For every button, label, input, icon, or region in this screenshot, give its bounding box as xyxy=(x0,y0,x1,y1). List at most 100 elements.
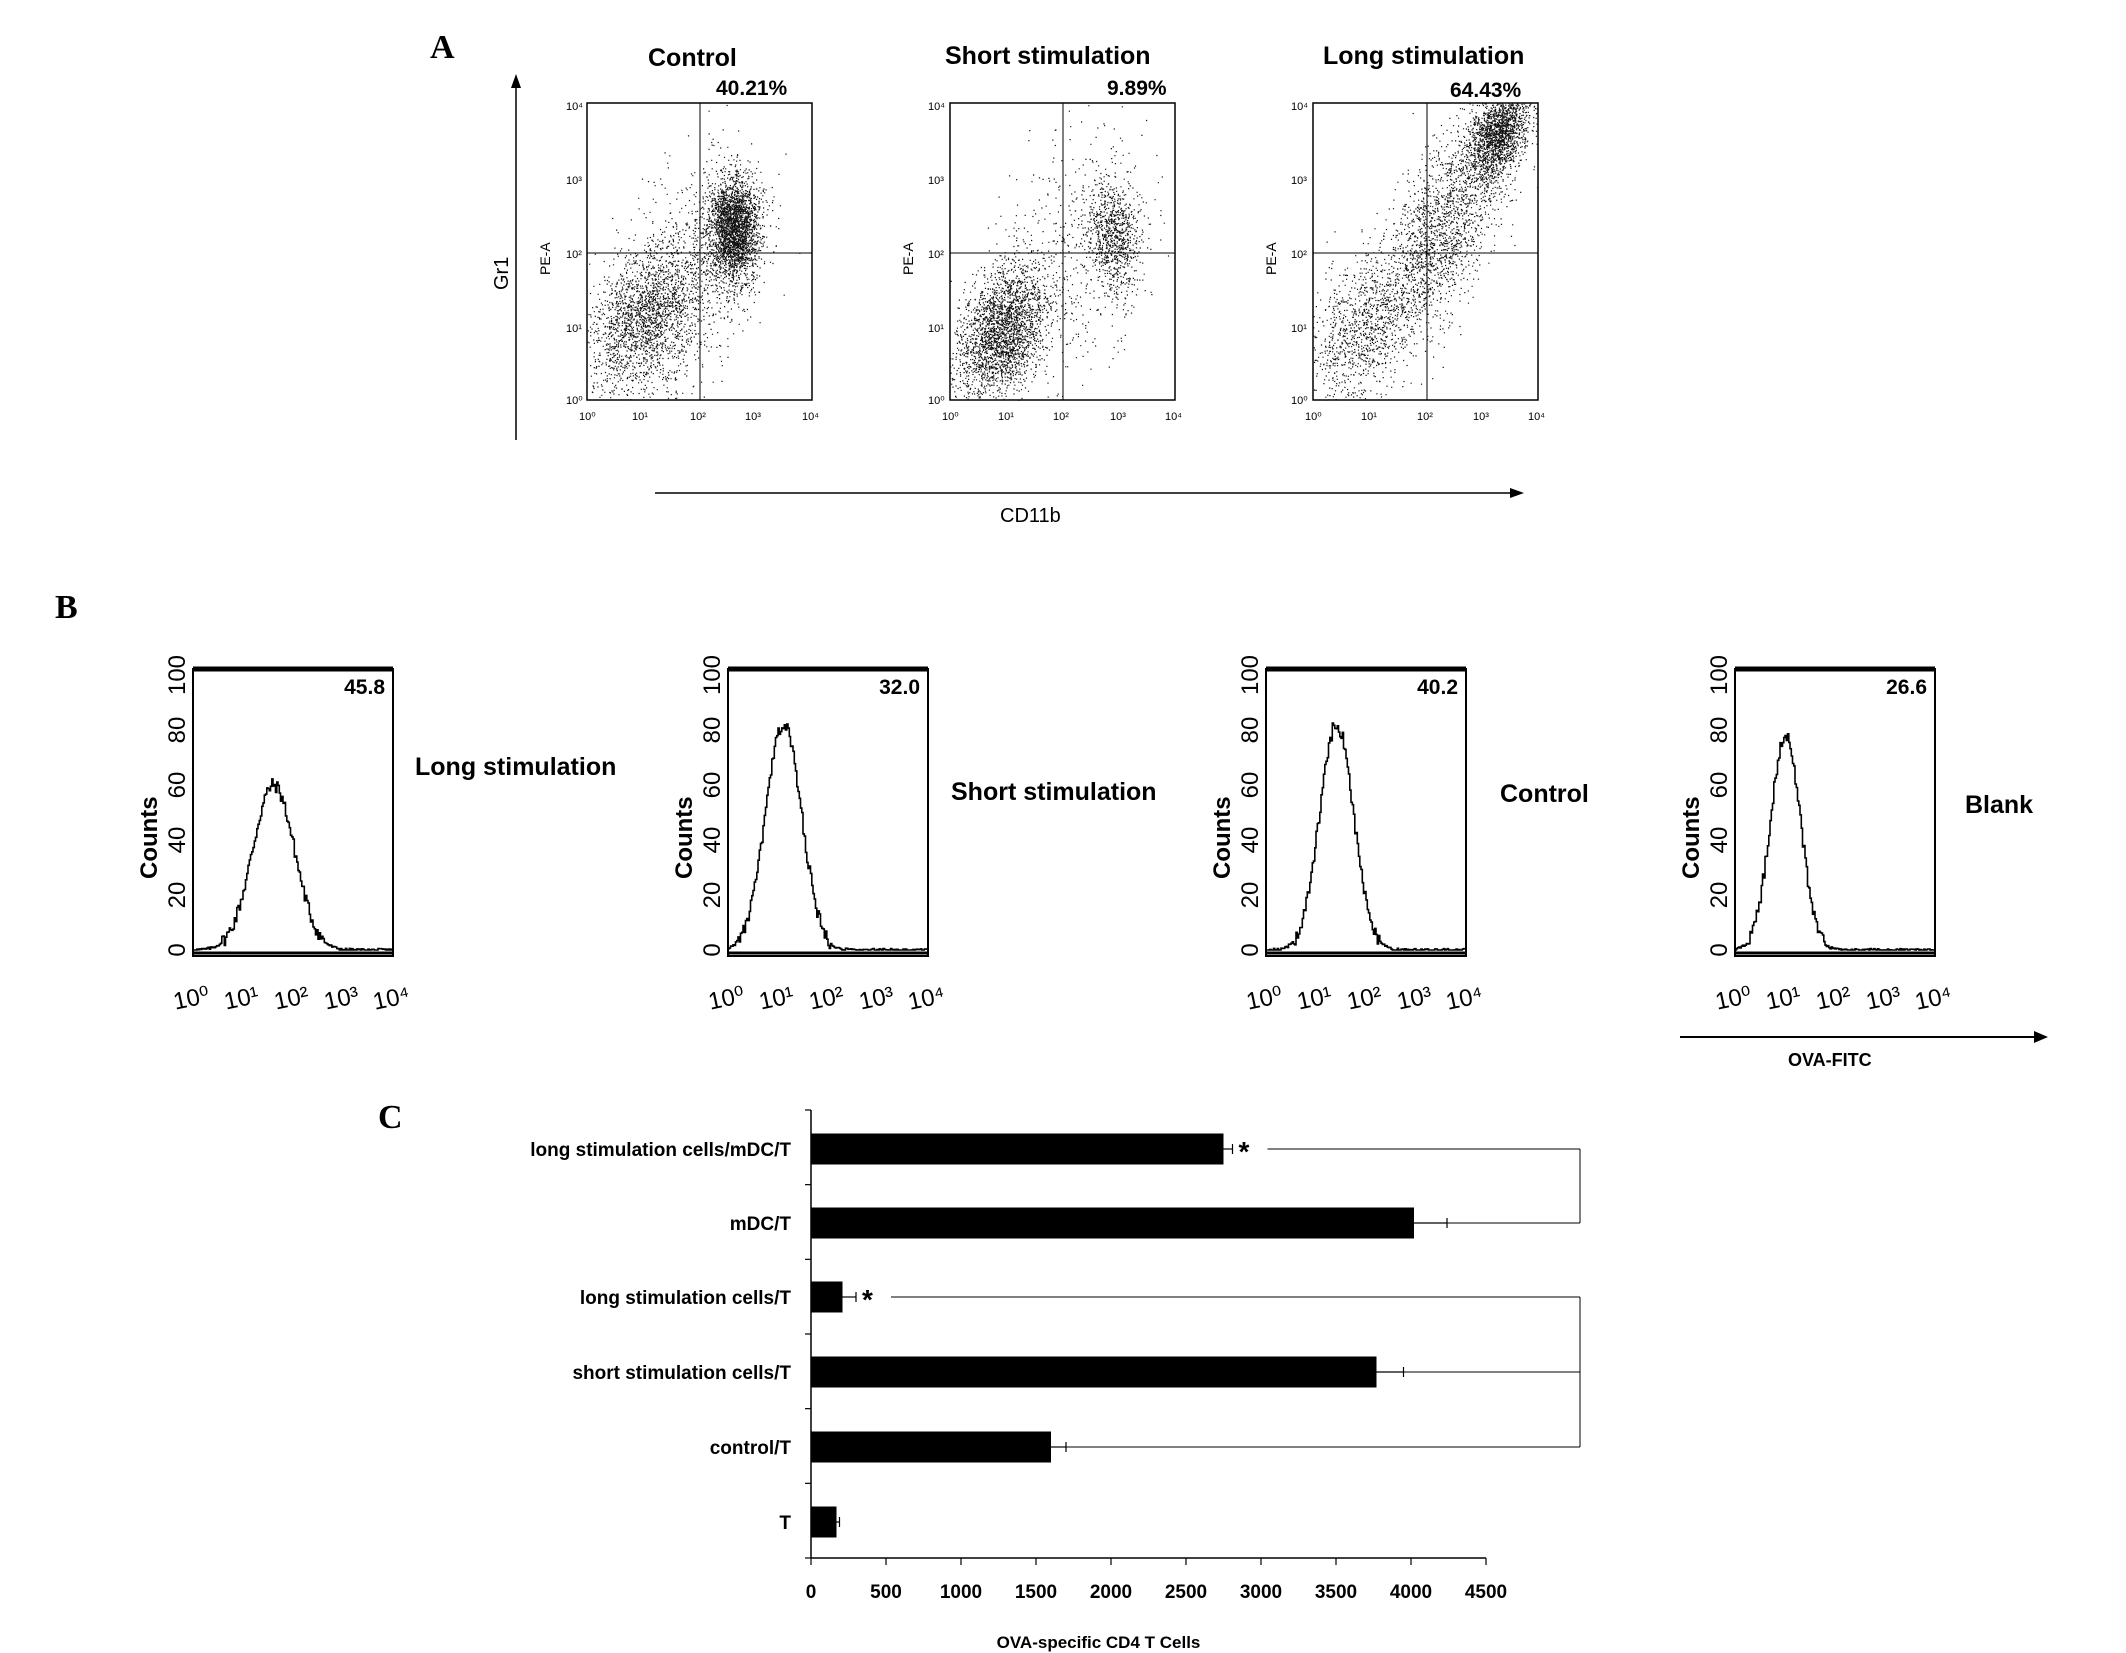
histogram-curve xyxy=(728,723,929,951)
tick-label: 10⁰ xyxy=(566,395,583,407)
panel-label-c: C xyxy=(378,1099,403,1136)
bar xyxy=(811,1281,843,1313)
x-axis-arrowhead xyxy=(1510,488,1524,498)
x-tick-label: 10⁴ xyxy=(1913,982,1955,1016)
x-tick-label: 10⁰ xyxy=(1244,982,1285,1016)
tick-label: 10¹ xyxy=(632,411,648,423)
y-tick-label: 20 xyxy=(164,882,191,909)
histogram-curve xyxy=(1735,733,1935,951)
tick-label: 10⁰ xyxy=(579,411,596,423)
x-tick-label: 10² xyxy=(1814,982,1854,1016)
dot-cloud xyxy=(950,105,1170,401)
x-tick-label: 10⁰ xyxy=(1713,982,1754,1016)
histogram-frame xyxy=(1734,668,1936,957)
x-tick-label: 1500 xyxy=(1015,1582,1057,1603)
tick-label: 10⁴ xyxy=(566,101,583,113)
y-tick-label: 60 xyxy=(164,772,191,799)
y-tick-label: 80 xyxy=(1237,717,1264,744)
histogram-curve xyxy=(1266,722,1467,951)
detector-label: PE-A xyxy=(537,242,553,275)
bar xyxy=(811,1506,837,1538)
y-tick-label: 100 xyxy=(1237,655,1264,695)
y-tick-label: 0 xyxy=(1237,943,1264,956)
plot-percent: 40.21% xyxy=(716,77,788,100)
plot-percent: 64.43% xyxy=(1450,79,1522,102)
tick-label: 10³ xyxy=(1473,411,1489,423)
x-tick-label: 10⁰ xyxy=(171,982,212,1016)
histogram-3: 40.2 Control Counts 0 20 40 60 80 100 10⁰ 10¹ 10² 10… xyxy=(1209,655,1589,1016)
scatter-points xyxy=(950,105,1170,401)
y-tick-label: 0 xyxy=(699,943,726,956)
ova-fitc-label: OVA-FITC xyxy=(1788,1050,1872,1070)
y-tick-label: 100 xyxy=(1706,655,1733,695)
x-tick-label: 10¹ xyxy=(1764,982,1804,1016)
y-tick-label: 40 xyxy=(1706,827,1733,854)
histogram-name: Long stimulation xyxy=(415,753,616,781)
x-tick-label: 10³ xyxy=(1395,982,1435,1016)
tick-label: 10⁰ xyxy=(1291,395,1308,407)
tick-label: 10⁴ xyxy=(928,101,945,113)
histogram-name: Blank xyxy=(1965,791,2033,819)
y-tick-label: 100 xyxy=(164,655,191,695)
bar xyxy=(811,1133,1224,1165)
x-tick-label: 10¹ xyxy=(1295,982,1335,1016)
x-axis-label: OVA-specific CD4 T Cells xyxy=(997,1633,1201,1652)
tick-label: 10⁰ xyxy=(928,395,945,407)
category-label: T xyxy=(779,1513,791,1534)
category-label: long stimulation cells/T xyxy=(580,1288,792,1309)
y-tick-label: 40 xyxy=(164,827,191,854)
x-tick-label: 10¹ xyxy=(757,982,797,1016)
y-tick-label: 80 xyxy=(1706,717,1733,744)
category-label: short stimulation cells/T xyxy=(572,1363,791,1384)
bar xyxy=(811,1431,1051,1463)
x-tick-label: 3000 xyxy=(1240,1582,1282,1603)
histogram-value: 32.0 xyxy=(879,676,920,699)
y-tick-label: 80 xyxy=(164,717,191,744)
tick-label: 10³ xyxy=(1291,175,1307,187)
flow-plot-control: Control 40.21% PE-A 10⁰ 10¹ 10² 10³ 10⁴ … xyxy=(537,44,819,423)
tick-label: 10⁰ xyxy=(1305,411,1322,423)
panel-label-a: A xyxy=(430,29,455,66)
y-tick-label: 0 xyxy=(164,943,191,956)
y-tick-label: 20 xyxy=(1237,882,1264,909)
y-tick-label: 20 xyxy=(1706,882,1733,909)
flow-plot-long-stimulation: Long stimulation 64.43% PE-A 10⁰ 10¹ 10²… xyxy=(1263,42,1545,423)
plot-frame xyxy=(1312,102,1539,401)
tick-label: 10² xyxy=(1053,411,1069,423)
tick-label: 10² xyxy=(1417,411,1433,423)
tick-label: 10¹ xyxy=(1361,411,1377,423)
counts-label: Counts xyxy=(671,796,698,879)
x-tick-label: 10⁰ xyxy=(706,982,747,1016)
histogram-name: Control xyxy=(1500,780,1589,808)
tick-label: 10⁴ xyxy=(802,411,819,423)
comparison-bracket xyxy=(1267,1148,1581,1224)
x-tick-label: 10⁴ xyxy=(906,982,948,1016)
tick-label: 10² xyxy=(566,249,582,261)
y-axis-arrowhead xyxy=(511,74,521,88)
tick-label: 10³ xyxy=(928,175,944,187)
x-tick-label: 4000 xyxy=(1390,1582,1432,1603)
x-tick-label: 10¹ xyxy=(222,982,262,1016)
tick-label: 10² xyxy=(690,411,706,423)
histogram-curve xyxy=(193,778,394,951)
tick-label: 10⁰ xyxy=(942,411,959,423)
histogram-value: 26.6 xyxy=(1886,676,1927,699)
x-tick-label: 10⁴ xyxy=(1444,982,1486,1016)
y-tick-label: 40 xyxy=(699,827,726,854)
x-tick-label: 10² xyxy=(807,982,847,1016)
x-tick-label: 10² xyxy=(1345,982,1385,1016)
x-tick-label: 500 xyxy=(870,1582,902,1603)
histogram-1: 45.8 Long stimulation Counts 0 20 40 60 80 100 10… xyxy=(136,655,616,1016)
panel-label-b: B xyxy=(55,589,78,626)
ova-fitc-arrowhead xyxy=(2034,1031,2048,1043)
plot-title: Control xyxy=(648,44,737,72)
histogram-value: 40.2 xyxy=(1417,676,1458,699)
x-tick-label: 10⁴ xyxy=(371,982,413,1016)
x-tick-label: 2000 xyxy=(1090,1582,1132,1603)
flow-plot-short-stimulation: Short stimulation 9.89% PE-A 10⁰ 10¹ 10²… xyxy=(900,42,1182,423)
x-tick-label: 4500 xyxy=(1465,1582,1507,1603)
x-axis-label: CD11b xyxy=(1000,505,1061,527)
x-tick-label: 10² xyxy=(272,982,312,1016)
y-tick-label: 100 xyxy=(699,655,726,695)
